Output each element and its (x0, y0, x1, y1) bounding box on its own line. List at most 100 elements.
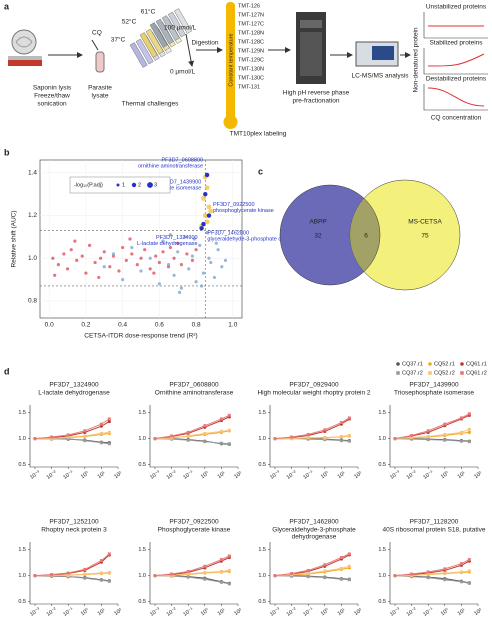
data-point (459, 416, 463, 420)
axis-line (29, 542, 118, 605)
scatter-point (84, 271, 88, 275)
data-point (99, 431, 103, 435)
scatter-point (223, 258, 228, 262)
x-tick-label: 10¹ (217, 471, 227, 481)
data-point (186, 434, 190, 438)
data-point (186, 438, 190, 442)
legend-label: CQ61.r1 (466, 361, 487, 367)
y-tick-label: 0.5 (18, 599, 26, 605)
data-point (66, 433, 70, 437)
x-tick-label: 10² (353, 471, 363, 481)
tmt-label: TMT-129C (238, 57, 264, 63)
dish-icon (8, 60, 42, 66)
data-point (99, 578, 103, 582)
data-point (290, 435, 294, 439)
legend-marker (428, 371, 432, 375)
data-point (83, 567, 87, 571)
data-point (170, 572, 174, 576)
y-tick-label: 0.5 (378, 462, 386, 468)
data-point (410, 574, 414, 578)
step-label: Parasite (88, 85, 112, 92)
scatter-point (161, 239, 165, 243)
y-tick-label: 1.5 (258, 547, 266, 553)
data-point (170, 574, 174, 578)
data-point (219, 558, 223, 562)
y-tick-label: 1.0 (378, 573, 386, 579)
data-point (219, 441, 223, 445)
data-point (83, 439, 87, 443)
scatter-point (117, 269, 121, 273)
scatter-point (168, 233, 172, 237)
x-tick-label: 10⁻³ (269, 470, 281, 481)
data-point (99, 422, 103, 426)
legend-marker (428, 362, 432, 366)
data-point (227, 428, 231, 432)
data-point (107, 430, 111, 434)
scatter-point (208, 208, 214, 214)
y-tick-label: 1.2 (28, 212, 37, 219)
set-count: 75 (421, 233, 429, 240)
data-point (323, 576, 327, 580)
step-label: Thermal challenges (122, 101, 179, 108)
data-point (459, 570, 463, 574)
data-point (426, 438, 430, 442)
plot-title: PF3D7_1439900 (409, 382, 459, 389)
x-tick-label: 10⁰ (319, 606, 330, 617)
plot-title: PF3D7_0922500 (169, 519, 219, 526)
data-point (306, 436, 310, 440)
data-point (323, 569, 327, 573)
tmt-label: TMT-129N (238, 48, 264, 54)
data-point (219, 429, 223, 433)
data-point (107, 417, 111, 421)
data-point (50, 435, 54, 439)
dish-icon (8, 56, 42, 60)
scatter-point (198, 243, 202, 248)
drug-label: CQ (92, 30, 102, 37)
data-point (339, 435, 343, 439)
scatter-point (80, 254, 84, 258)
plot-subtitle: Glyceraldehyde-3-phosphate (272, 527, 356, 534)
x-tick-label: 10² (473, 471, 483, 481)
plot-title: PF3D7_1252100 (49, 519, 99, 526)
scatter-point (87, 243, 92, 248)
arrow (91, 39, 99, 51)
data-point (227, 554, 231, 558)
data-point (219, 417, 223, 421)
legend-label: CQ37.r1 (402, 361, 423, 367)
scatter-point (179, 263, 183, 267)
step-label: Digestion (191, 40, 218, 47)
data-point (459, 580, 463, 584)
panel-label: b (4, 147, 10, 157)
conc-label: 100 μmol/L (164, 25, 197, 32)
y-tick-label: 1.0 (258, 573, 266, 579)
y-tick-label: 1.0 (28, 255, 37, 262)
x-tick-label: 10⁻² (286, 607, 298, 618)
legend-label: 3 (154, 182, 157, 188)
tmt-label: TMT-130N (238, 66, 264, 72)
data-point (107, 570, 111, 574)
data-point (393, 437, 397, 441)
annotation-label: PF3D7_1462800 (207, 231, 249, 237)
x-tick-label: 10¹ (337, 608, 347, 618)
scatter-point (51, 256, 55, 260)
data-point (306, 575, 310, 579)
data-point (459, 439, 463, 443)
legend-label: CQ61.r2 (466, 370, 487, 376)
data-point (170, 436, 174, 440)
x-tick-label: 10⁰ (79, 469, 90, 480)
scatter-point (130, 252, 134, 256)
data-point (426, 572, 430, 576)
series-line (274, 553, 350, 577)
legend-box (69, 176, 171, 194)
data-point (323, 436, 327, 440)
data-point (99, 559, 103, 563)
axis-line (269, 405, 358, 468)
tmt-label: TMT-131 (238, 84, 260, 90)
instrument-icon (300, 20, 322, 28)
scatter-point (201, 271, 206, 275)
data-point (186, 569, 190, 573)
scatter-point (172, 273, 176, 277)
plot-frame (39, 159, 243, 319)
data-point (290, 574, 294, 578)
